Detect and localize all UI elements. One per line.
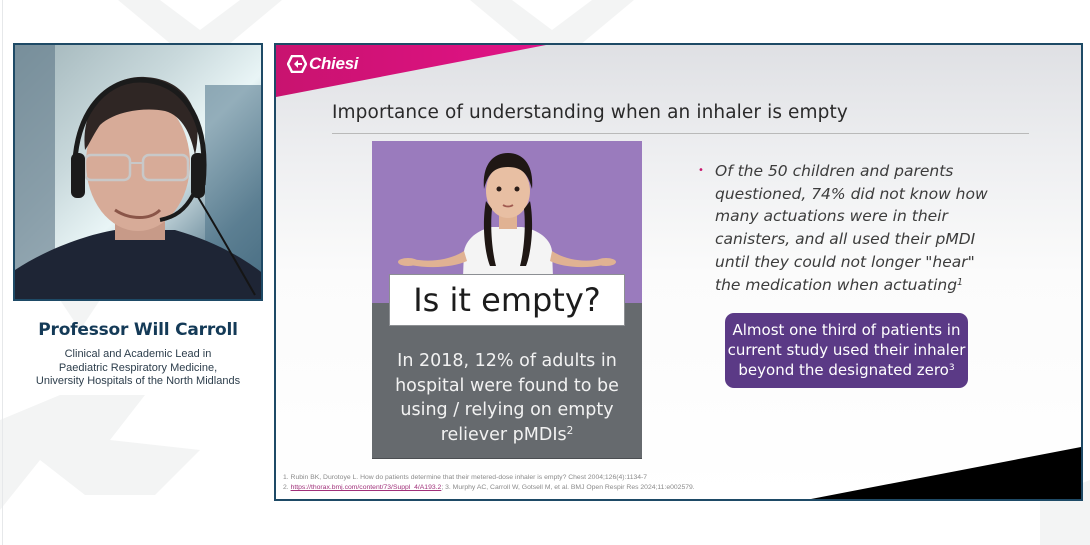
callout-line: current study used their inhaler xyxy=(727,341,966,359)
speaker-role-line: Clinical and Academic Lead in xyxy=(64,348,212,360)
speaker-role-line: Paediatric Respiratory Medicine, xyxy=(58,361,218,374)
speaker-role: Clinical and Academic Lead in Paediatric… xyxy=(0,348,276,389)
speaker-video-feed xyxy=(13,43,263,301)
title-divider xyxy=(332,133,1029,134)
reference-line: 1. Rubin BK, Durotoye L. How do patients… xyxy=(283,474,648,481)
reference-line: 2. https://thorax.bmj.com/content/73/Sup… xyxy=(283,483,843,493)
bullet-text: Of the 50 children and parents questione… xyxy=(715,160,1035,296)
photo-card: In 2018, 12% of adults in hospital were … xyxy=(372,141,642,459)
brand-name: Chiesi xyxy=(309,54,359,73)
reference-link[interactable]: https://thorax.bmj.com/content/73/Suppl_… xyxy=(290,484,442,491)
stat-box: In 2018, 12% of adults in hospital were … xyxy=(372,303,642,459)
bullet-line: Of the 50 children and parents xyxy=(715,162,954,180)
stat-line: using / relying on empty xyxy=(400,400,614,420)
stat-line-text: reliever pMDIs xyxy=(440,424,567,445)
chiesi-logo-icon xyxy=(287,55,307,73)
stat-line: In 2018, 12% of adults in xyxy=(397,351,617,371)
speaker-name: Professor Will Carroll xyxy=(38,320,238,340)
reference-prefix: 2. xyxy=(283,484,291,491)
stat-text: In 2018, 12% of adults in hospital were … xyxy=(372,349,642,447)
bullet-line: canisters, and all used their pMDI xyxy=(715,230,976,249)
corner-wedge-decoration xyxy=(811,447,1081,499)
bullet-line: the medication when actuating1 xyxy=(715,274,1035,297)
references: 1. Rubin BK, Durotoye L. How do patients… xyxy=(283,473,843,493)
bullet-line: until they could not longer "hear" xyxy=(715,252,975,271)
window-edge xyxy=(2,0,3,545)
brand-banner xyxy=(276,45,546,97)
brand-logo: Chiesi xyxy=(287,54,359,74)
stat-superscript: 2 xyxy=(566,424,574,437)
bullet-superscript: 1 xyxy=(957,276,963,288)
callout-box: Almost one third of patients in current … xyxy=(725,313,968,388)
callout-line: Almost one third of patients in xyxy=(732,321,961,339)
callout-superscript: 3 xyxy=(948,363,955,374)
presentation-slide: Chiesi Importance of understanding when … xyxy=(274,43,1083,501)
reference-suffix: ; 3. Murphy AC, Carroll W, Gotsell M, et… xyxy=(441,484,695,491)
bullet-line-text: the medication when actuating xyxy=(715,275,958,294)
bullet-dot-icon: • xyxy=(698,165,704,176)
callout-line-text: beyond the designated zero xyxy=(738,361,949,379)
bullet-line: many actuations were in their xyxy=(715,207,948,226)
stat-line: reliever pMDIs2 xyxy=(372,423,642,448)
bullet-line: questioned, 74% did not know how xyxy=(715,184,988,203)
stat-line: hospital were found to be xyxy=(395,375,619,396)
callout-line: beyond the designated zero3 xyxy=(725,360,968,380)
speaker-role-line: University Hospitals of the North Midlan… xyxy=(35,375,241,387)
slide-title: Importance of understanding when an inha… xyxy=(332,102,848,123)
photo-caption: Is it empty? xyxy=(389,274,625,326)
